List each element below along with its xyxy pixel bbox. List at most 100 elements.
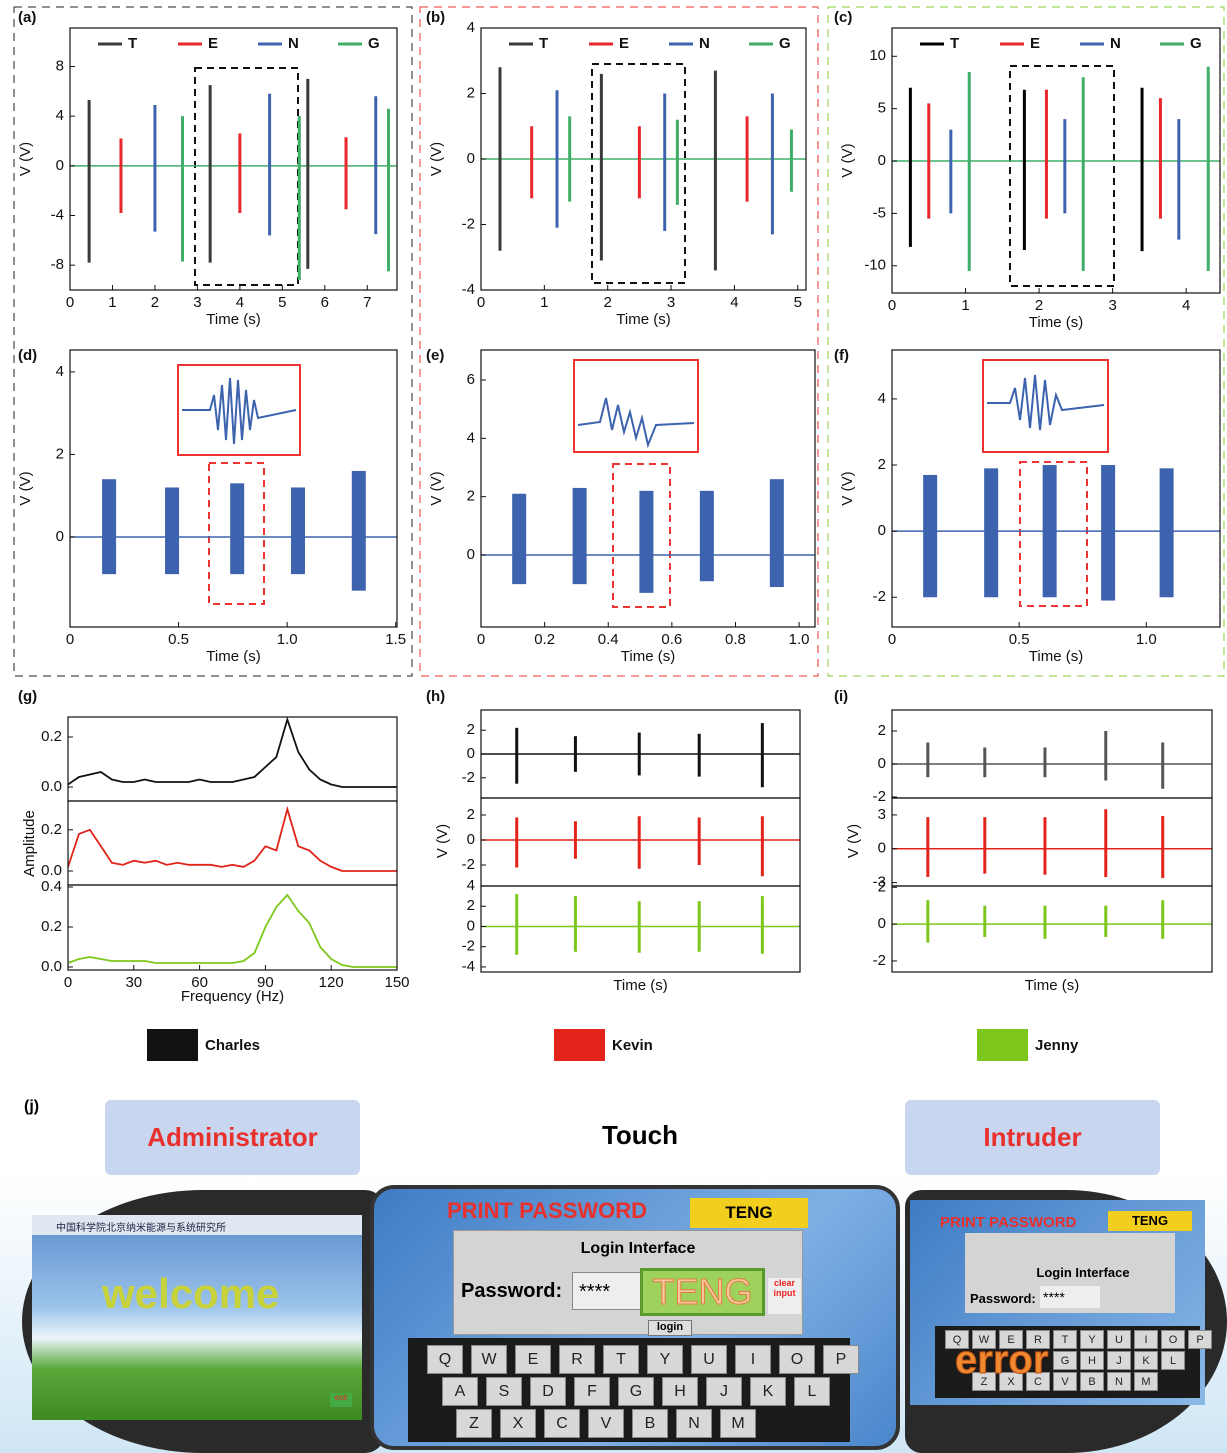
y-axis-label: V (V) (434, 824, 451, 858)
role-banner: Administrator (105, 1100, 360, 1175)
panel-label: (j) (24, 1098, 39, 1116)
y-tick-label: 3 (878, 806, 886, 823)
x-axis-label: Time (s) (1025, 977, 1079, 994)
key: Y (647, 1345, 683, 1374)
clear-button: clear input (768, 1278, 801, 1314)
y-tick-label: 10 (869, 47, 886, 64)
y-tick-label: 0 (56, 157, 64, 174)
y-tick-label: 0 (878, 755, 886, 772)
key: N (1107, 1372, 1131, 1391)
password-label: Password: (461, 1280, 562, 1303)
y-axis-label: V (V) (428, 142, 445, 176)
key: J (706, 1377, 742, 1406)
key: S (486, 1377, 522, 1406)
y-tick-label: -8 (51, 256, 64, 273)
exit-button: exit (330, 1393, 352, 1407)
key: E (515, 1345, 551, 1374)
panel-label: (g) (18, 688, 37, 705)
burst (352, 471, 366, 591)
x-tick-label: 0 (64, 974, 72, 991)
x-tick-label: 2 (604, 294, 612, 311)
y-axis-label: V (V) (839, 143, 856, 177)
legend-label: T (539, 35, 548, 52)
key: C (544, 1409, 580, 1438)
y-tick-label: 4 (467, 429, 475, 446)
password-field: **** (572, 1272, 642, 1310)
legend-label: E (1030, 35, 1040, 52)
key: J (1107, 1351, 1131, 1370)
legend-label: Jenny (1035, 1037, 1079, 1054)
burst (512, 494, 526, 584)
x-tick-label: 0.5 (168, 631, 189, 648)
x-tick-label: 3 (1108, 297, 1116, 314)
y-tick-label: 4 (56, 363, 64, 380)
x-tick-label: 1.0 (277, 631, 298, 648)
key: N (676, 1409, 712, 1438)
y-tick-label: 4 (878, 390, 886, 407)
plot-frame (68, 801, 397, 885)
y-tick-label: 5 (878, 100, 886, 117)
burst (639, 491, 653, 593)
admin-screen: 中国科学院北京纳米能源与系统研究所 welcome exit (32, 1215, 362, 1420)
key: I (1134, 1330, 1158, 1349)
highlight-boxes (195, 64, 1114, 286)
y-tick-label: 2 (467, 897, 475, 914)
spectrum-line (68, 720, 397, 788)
key: F (574, 1377, 610, 1406)
x-tick-label: 3 (193, 294, 201, 311)
x-axis-label: Time (s) (206, 311, 260, 328)
x-tick-label: 2 (1035, 297, 1043, 314)
burst (230, 483, 244, 574)
panel-label: (c) (834, 9, 852, 26)
key: V (588, 1409, 624, 1438)
key: R (559, 1345, 595, 1374)
y-tick-label: 0.0 (41, 862, 62, 879)
y-axis-label: V (V) (17, 471, 34, 505)
key: Z (456, 1409, 492, 1438)
key: I (735, 1345, 771, 1374)
y-tick-label: -2 (873, 952, 886, 969)
x-axis-label: Time (s) (613, 977, 667, 994)
y-tick-label: 2 (878, 456, 886, 473)
x-tick-label: 120 (319, 974, 344, 991)
y-tick-label: 0 (467, 546, 475, 563)
panel-label: (a) (18, 9, 36, 26)
key: P (1188, 1330, 1212, 1349)
key: O (1161, 1330, 1185, 1349)
burst (1043, 465, 1057, 597)
x-tick-label: 30 (125, 974, 142, 991)
burst (291, 487, 305, 574)
y-tick-label: 0 (467, 745, 475, 762)
panel-label: (h) (426, 688, 445, 705)
x-tick-label: 0 (66, 631, 74, 648)
y-axis-label: V (V) (839, 471, 856, 505)
screen-banner: 中国科学院北京纳米能源与系统研究所 (32, 1215, 362, 1235)
key: D (530, 1377, 566, 1406)
x-tick-label: 0.6 (661, 631, 682, 648)
y-tick-label: 0 (878, 522, 886, 539)
burst (984, 468, 998, 597)
x-tick-label: 0 (477, 631, 485, 648)
password-field: **** (1040, 1286, 1100, 1308)
key: H (1080, 1351, 1104, 1370)
x-tick-label: 1 (540, 294, 548, 311)
y-tick-label: 0.2 (41, 728, 62, 745)
y-tick-label: -4 (51, 206, 64, 223)
y-tick-label: 0 (56, 528, 64, 545)
x-tick-label: 1.5 (385, 631, 406, 648)
x-tick-label: 4 (730, 294, 738, 311)
key: L (1161, 1351, 1185, 1370)
screen-tag: TENG (1108, 1211, 1192, 1231)
admin-photo: 中国科学院北京纳米能源与系统研究所 welcome exit (22, 1190, 385, 1453)
legend-label: T (950, 35, 959, 52)
legend-label: G (1190, 35, 1202, 52)
y-tick-label: 2 (467, 84, 475, 101)
password-label: Password: (970, 1291, 1036, 1306)
legend-swatch (977, 1029, 1028, 1061)
legend-label: N (288, 35, 299, 52)
y-tick-label: 0 (467, 150, 475, 167)
x-tick-label: 0 (66, 294, 74, 311)
x-tick-label: 7 (363, 294, 371, 311)
key: U (691, 1345, 727, 1374)
x-tick-label: 1 (108, 294, 116, 311)
